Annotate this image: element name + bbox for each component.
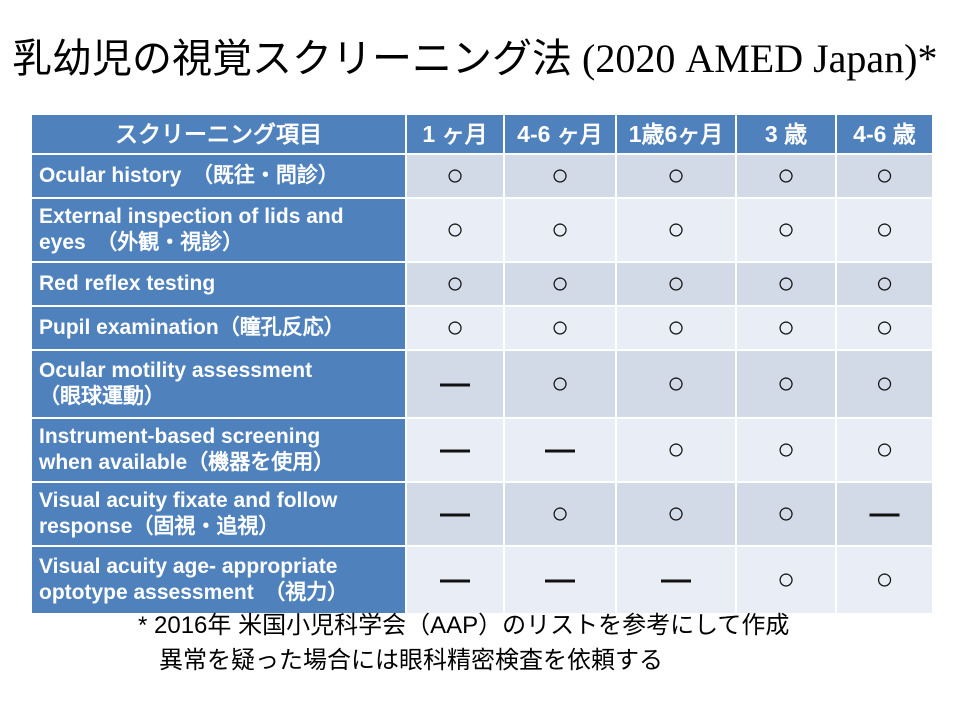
header-screening-item: スクリーニング項目	[30, 113, 407, 155]
table-row-optotype-assessment: Visual acuity age- appropriate optotype …	[30, 545, 934, 615]
mark-cell: ○	[735, 481, 837, 547]
mark-cell: ○	[735, 261, 837, 307]
mark-cell: ○	[503, 349, 617, 419]
table-row-instrument-based: Instrument-based screening when availabl…	[30, 417, 934, 483]
mark-cell: ○	[835, 305, 934, 351]
table-row-ocular-motility: Ocular motility assessment （眼球運動） — ○ ○ …	[30, 349, 934, 419]
mark-cell: ○	[735, 153, 837, 199]
mark-cell: ○	[615, 153, 737, 199]
mark-cell: ○	[735, 197, 837, 263]
mark-cell: ○	[503, 153, 617, 199]
mark-cell: ○	[615, 261, 737, 307]
row-label-instrument-based: Instrument-based screening when availabl…	[30, 417, 407, 483]
table-row-fixate-follow: Visual acuity fixate and follow response…	[30, 481, 934, 547]
mark-cell: —	[503, 417, 617, 483]
table-row-pupil-examination: Pupil examination（瞳孔反応） ○ ○ ○ ○ ○	[30, 305, 934, 351]
slide-title: 乳幼児の視覚スクリーニング法 (2020 AMED Japan)*	[12, 36, 938, 81]
header-age-4-6years: 4-6 歳	[835, 113, 934, 155]
table-row-red-reflex: Red reflex testing ○ ○ ○ ○ ○	[30, 261, 934, 307]
header-age-3years: 3 歳	[735, 113, 837, 155]
table-header-row: スクリーニング項目 1 ヶ月 4-6 ヶ月 1歳6ヶ月 3 歳 4-6 歳	[30, 113, 934, 155]
mark-cell: ○	[615, 349, 737, 419]
footnote: * 2016年 米国小児科学会（AAP）のリストを参考にして作成 異常を疑った場…	[138, 608, 789, 678]
mark-cell: ○	[615, 305, 737, 351]
row-label-optotype-assessment: Visual acuity age- appropriate optotype …	[30, 545, 407, 615]
mark-cell: ○	[835, 197, 934, 263]
mark-cell: —	[835, 481, 934, 547]
mark-cell: —	[503, 545, 617, 615]
header-age-1month: 1 ヶ月	[405, 113, 505, 155]
mark-cell: ○	[503, 261, 617, 307]
row-label-red-reflex: Red reflex testing	[30, 261, 407, 307]
mark-cell: —	[405, 349, 505, 419]
footnote-line-2: 異常を疑った場合には眼科精密検査を依頼する	[159, 647, 663, 674]
mark-cell: ○	[735, 305, 837, 351]
mark-cell: ○	[615, 481, 737, 547]
mark-cell: —	[405, 417, 505, 483]
screening-table: スクリーニング項目 1 ヶ月 4-6 ヶ月 1歳6ヶ月 3 歳 4-6 歳 Oc…	[30, 113, 934, 615]
mark-cell: —	[405, 545, 505, 615]
header-age-1year6months: 1歳6ヶ月	[615, 113, 737, 155]
mark-cell: ○	[735, 349, 837, 419]
mark-cell: ○	[405, 261, 505, 307]
table-row-ocular-history: Ocular history （既往・問診） ○ ○ ○ ○ ○	[30, 153, 934, 199]
mark-cell: ○	[405, 197, 505, 263]
mark-cell: ○	[835, 349, 934, 419]
mark-cell: ○	[735, 545, 837, 615]
mark-cell: ○	[615, 417, 737, 483]
header-age-4-6months: 4-6 ヶ月	[503, 113, 617, 155]
row-label-external-inspection: External inspection of lids and eyes （外観…	[30, 197, 407, 263]
row-label-ocular-history: Ocular history （既往・問診）	[30, 153, 407, 199]
mark-cell: ○	[835, 545, 934, 615]
row-label-fixate-follow: Visual acuity fixate and follow response…	[30, 481, 407, 547]
mark-cell: ○	[835, 417, 934, 483]
mark-cell: —	[615, 545, 737, 615]
mark-cell: ○	[503, 197, 617, 263]
mark-cell: ○	[735, 417, 837, 483]
mark-cell: ○	[405, 153, 505, 199]
mark-cell: ○	[615, 197, 737, 263]
mark-cell: ○	[405, 305, 505, 351]
mark-cell: —	[405, 481, 505, 547]
mark-cell: ○	[835, 261, 934, 307]
footnote-line-1: * 2016年 米国小児科学会（AAP）のリストを参考にして作成	[138, 612, 790, 639]
row-label-pupil-examination: Pupil examination（瞳孔反応）	[30, 305, 407, 351]
mark-cell: ○	[503, 305, 617, 351]
table-row-external-inspection: External inspection of lids and eyes （外観…	[30, 197, 934, 263]
mark-cell: ○	[835, 153, 934, 199]
row-label-ocular-motility: Ocular motility assessment （眼球運動）	[30, 349, 407, 419]
mark-cell: ○	[503, 481, 617, 547]
